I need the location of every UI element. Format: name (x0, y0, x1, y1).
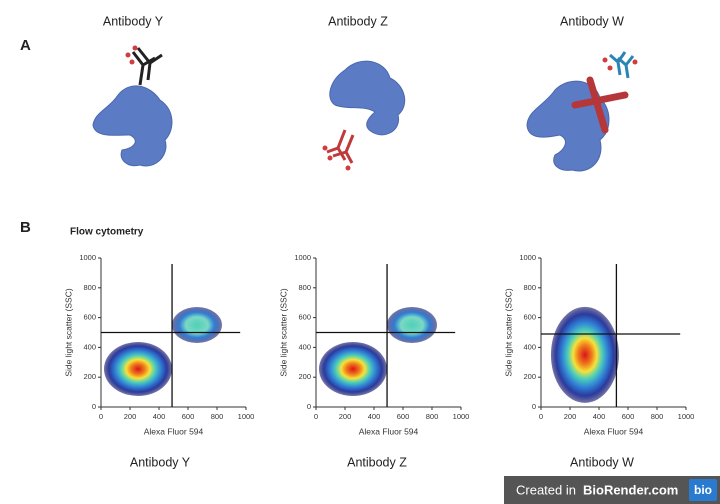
y-tick-label: 1000 (519, 253, 536, 262)
x-tick-label: 400 (153, 412, 166, 421)
density-cluster (550, 306, 619, 403)
watermark: Created in BioRender.com bio (504, 476, 720, 504)
antibody-label: Antibody Z (328, 14, 388, 28)
x-tick-label: 1000 (678, 412, 695, 421)
y-tick-label: 800 (523, 283, 536, 292)
y-tick-label: 200 (523, 372, 536, 381)
y-tick-label: 800 (83, 283, 96, 292)
x-axis-title: Alexa Fluor 594 (359, 426, 419, 436)
density-plot: 0 200 400 600 800 1000 0 200 400 600 800 1000 Alexa … (503, 253, 694, 436)
x-tick-label: 1000 (453, 412, 470, 421)
x-tick-label: 600 (397, 412, 410, 421)
panel-label: B (20, 219, 31, 236)
caption: Antibody Y (130, 455, 191, 469)
y-tick-label: 400 (523, 342, 536, 351)
y-tick-label: 800 (298, 283, 311, 292)
panel-label: A (20, 37, 31, 54)
antibody (326, 129, 355, 164)
x-tick-label: 400 (593, 412, 606, 421)
density-plot: 0 200 400 600 800 1000 0 200 400 600 800 1000 Alexa … (63, 253, 254, 436)
cell (92, 60, 610, 172)
watermark-bg (504, 476, 720, 504)
y-axis-title: Side light scatter (SSC) (503, 288, 513, 377)
y-tick-label: 1000 (79, 253, 96, 262)
y-tick-label: 600 (298, 313, 311, 322)
y-tick-label: 400 (298, 342, 311, 351)
x-tick-label: 200 (124, 412, 137, 421)
y-tick-label: 600 (83, 313, 96, 322)
section-title: Flow cytometry (70, 227, 144, 238)
x-tick-label: 600 (622, 412, 635, 421)
y-tick-label: 0 (92, 402, 96, 411)
badge (689, 479, 717, 501)
antibody-label: Antibody Y (103, 14, 164, 28)
x-tick-label: 800 (426, 412, 439, 421)
caption: Antibody W (570, 455, 634, 469)
density-cluster (103, 342, 172, 397)
y-axis-title: Side light scatter (SSC) (63, 288, 73, 377)
x-tick-label: 0 (539, 412, 543, 421)
caption: Antibody Z (347, 455, 407, 469)
antibody-label: Antibody W (560, 14, 624, 28)
x-tick-label: 200 (339, 412, 352, 421)
x-axis-title: Alexa Fluor 594 (584, 426, 644, 436)
x-tick-label: 200 (564, 412, 577, 421)
y-tick-label: 1000 (294, 253, 311, 262)
x-axis-title: Alexa Fluor 594 (144, 426, 204, 436)
antibody (609, 51, 635, 79)
x-tick-label: 0 (99, 412, 103, 421)
x-tick-label: 800 (211, 412, 224, 421)
x-tick-label: 400 (368, 412, 381, 421)
density-cluster (171, 307, 222, 344)
density-plot: 0 200 400 600 800 1000 0 200 400 600 800 1000 Alexa … (278, 253, 469, 436)
x-tick-label: 800 (651, 412, 664, 421)
watermark-text: Created in (516, 482, 576, 497)
x-tick-label: 0 (314, 412, 318, 421)
y-tick-label: 200 (298, 372, 311, 381)
fluorophore (125, 45, 638, 171)
y-tick-label: 600 (523, 313, 536, 322)
density-cluster (318, 342, 387, 397)
watermark-brand: BioRender.com (583, 482, 678, 497)
antibody (131, 47, 163, 86)
density-cluster (386, 307, 437, 344)
y-tick-label: 400 (83, 342, 96, 351)
x-tick-label: 1000 (238, 412, 255, 421)
cross (571, 76, 629, 134)
y-tick-label: 0 (307, 402, 311, 411)
y-tick-label: 200 (83, 372, 96, 381)
y-tick-label: 0 (532, 402, 536, 411)
badge-text: bio (694, 483, 712, 497)
x-tick-label: 600 (182, 412, 195, 421)
y-axis-title: Side light scatter (SSC) (278, 288, 288, 377)
